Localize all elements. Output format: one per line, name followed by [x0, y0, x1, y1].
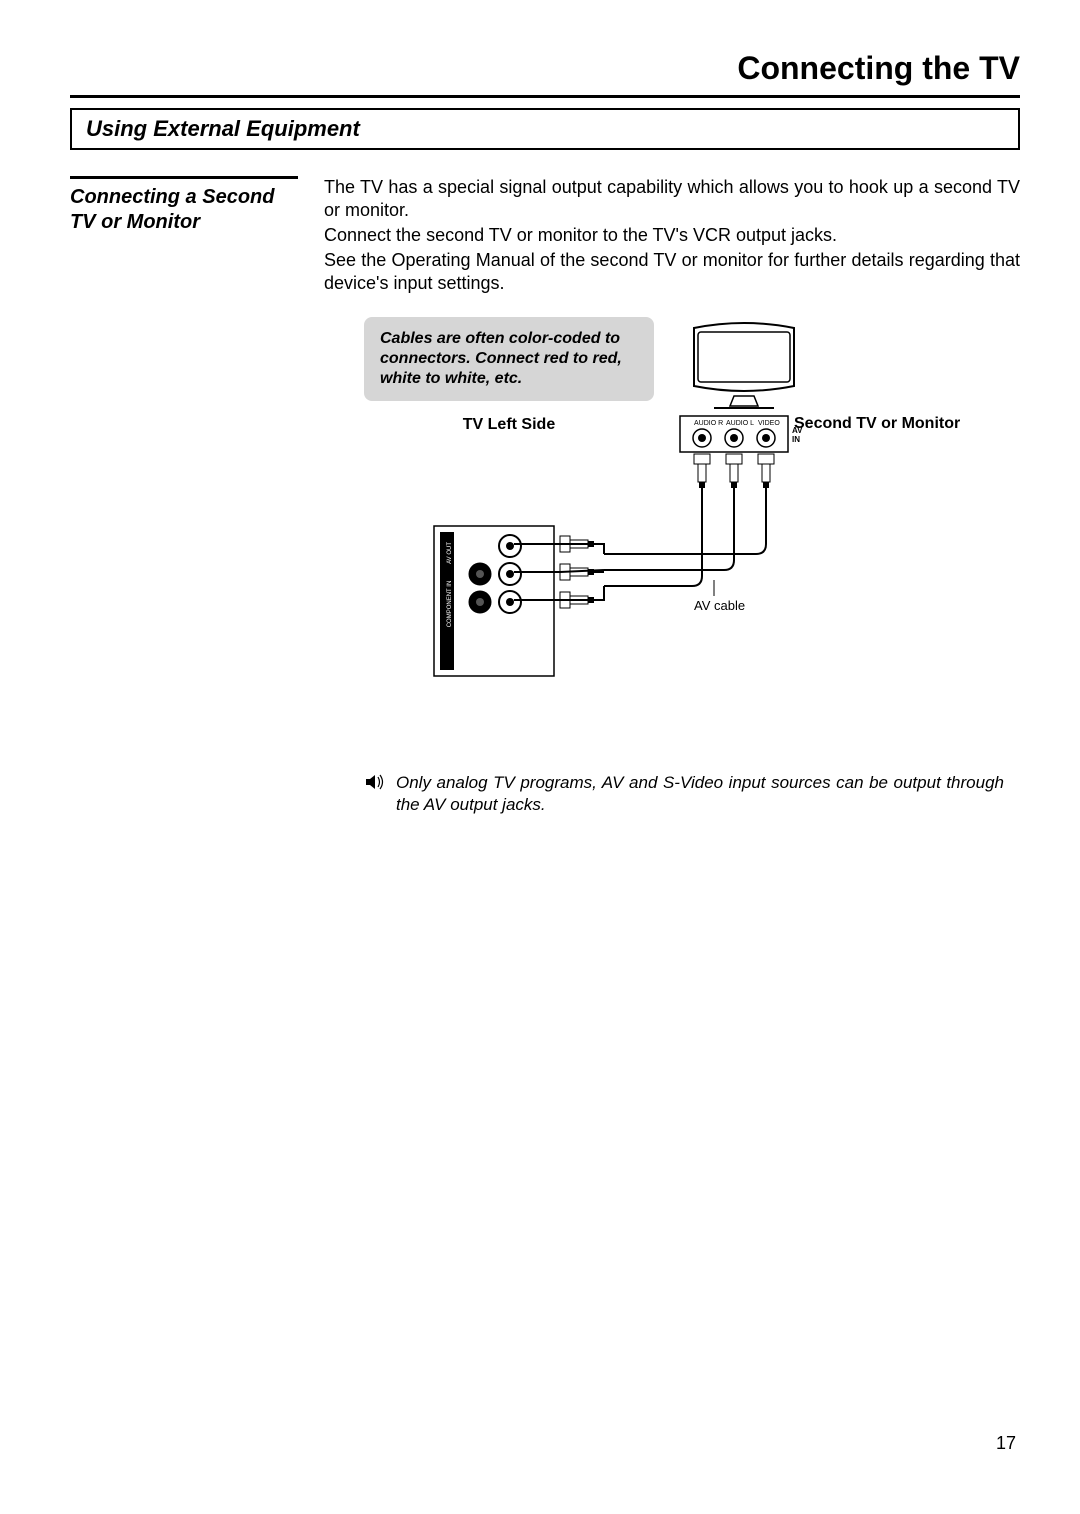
av-in-label: IN	[792, 435, 800, 444]
paragraph: See the Operating Manual of the second T…	[324, 249, 1020, 295]
content-columns: Connecting a Second TV or Monitor The TV…	[70, 176, 1020, 816]
jack-label: AUDIO L	[726, 420, 754, 427]
jack-label: VIDEO	[758, 420, 780, 427]
manual-page: Connecting the TV Using External Equipme…	[0, 0, 1080, 1514]
rca-plugs-top	[694, 454, 774, 508]
page-number: 17	[996, 1433, 1016, 1454]
note-row: Only analog TV programs, AV and S-Video …	[364, 772, 1004, 816]
paragraph: Connect the second TV or monitor to the …	[324, 224, 1020, 247]
av-in-label: AV	[792, 426, 803, 435]
sub-heading: Connecting a Second TV or Monitor	[70, 185, 298, 235]
svg-text:COMPONENT IN: COMPONENT IN	[447, 580, 453, 627]
connection-diagram: AUDIO R AUDIO L VIDEO AV IN	[364, 316, 1004, 742]
note-text: Only analog TV programs, AV and S-Video …	[396, 772, 1004, 816]
av-in-panel: AUDIO R AUDIO L VIDEO AV IN	[680, 416, 803, 452]
jack-label: AUDIO R	[694, 420, 723, 427]
av-cable-path	[604, 508, 766, 586]
title-rule	[70, 95, 1020, 98]
svg-text:AV OUT: AV OUT	[447, 541, 453, 563]
page-title: Connecting the TV	[70, 50, 1020, 87]
speaker-icon	[364, 772, 386, 798]
av-cable-label: AV cable	[694, 598, 745, 613]
diagram-area: Cables are often color-coded to connecto…	[364, 317, 1004, 816]
subheading-rule	[70, 176, 298, 179]
right-column: The TV has a special signal output capab…	[324, 176, 1020, 816]
second-tv-icon	[694, 323, 794, 408]
section-heading: Using External Equipment	[70, 108, 1020, 150]
paragraph: The TV has a special signal output capab…	[324, 176, 1020, 222]
left-column: Connecting a Second TV or Monitor	[70, 176, 298, 816]
